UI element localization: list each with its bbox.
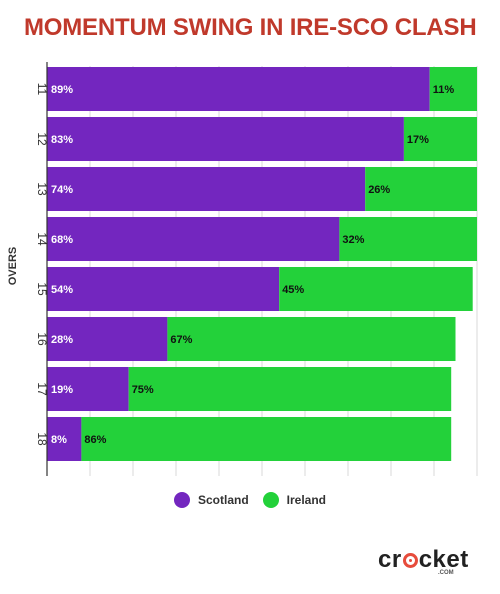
legend-label-ireland: Ireland — [286, 493, 327, 507]
logo-wordmark: cr cket — [378, 546, 469, 573]
bar-scotland-12 — [47, 117, 404, 161]
data-label-scotland-11: 89% — [51, 84, 73, 96]
data-label-ireland-12: 17% — [407, 134, 429, 146]
y-tick-label-12: 12 — [35, 132, 49, 146]
legend-swatch-ireland — [262, 492, 279, 508]
cricket-com-logo: cr cket .COM — [378, 548, 478, 584]
bar-ireland-14 — [339, 217, 477, 261]
data-label-ireland-13: 26% — [368, 184, 390, 196]
data-label-scotland-12: 83% — [51, 134, 73, 146]
data-label-ireland-16: 67% — [170, 334, 192, 346]
y-tick-label-11: 11 — [35, 83, 49, 96]
logo-suffix: .COM — [438, 570, 454, 576]
y-tick-label-15: 15 — [35, 282, 49, 296]
legend-item-scotland: Scotland — [173, 492, 249, 508]
chart-title: MOMENTUM SWING IN IRE-SCO CLASH — [24, 14, 477, 41]
data-label-ireland-14: 32% — [342, 234, 364, 246]
data-label-scotland-14: 68% — [51, 234, 73, 246]
y-tick-label-16: 16 — [35, 332, 49, 346]
data-label-ireland-17: 75% — [132, 384, 154, 396]
y-tick-label-18: 18 — [35, 432, 49, 446]
bar-ireland-16 — [167, 317, 456, 361]
data-label-scotland-16: 28% — [51, 334, 73, 346]
bar-scotland-18 — [47, 417, 82, 461]
legend-item-ireland: Ireland — [262, 492, 327, 508]
y-tick-label-13: 13 — [35, 182, 49, 196]
y-tick-label-14: 14 — [35, 232, 49, 246]
bar-scotland-17 — [47, 367, 129, 411]
y-tick-label-17: 17 — [35, 382, 49, 396]
data-label-scotland-18: 8% — [51, 434, 67, 446]
bar-ireland-12 — [403, 117, 477, 161]
bar-scotland-16 — [47, 317, 168, 361]
bar-ireland-15 — [279, 267, 473, 311]
legend-label-scotland: Scotland — [197, 493, 249, 507]
y-axis-title: OVERS — [7, 247, 19, 286]
bar-ireland-18 — [81, 417, 452, 461]
data-label-ireland-11: 11% — [433, 84, 455, 96]
bar-ireland-11 — [429, 67, 477, 111]
cricket-ball-icon — [402, 553, 418, 568]
bar-scotland-14 — [47, 217, 340, 261]
bar-scotland-11 — [47, 67, 430, 111]
data-label-scotland-17: 19% — [51, 384, 73, 396]
data-label-scotland-15: 54% — [51, 284, 73, 296]
legend: Scotland Ireland — [0, 492, 500, 508]
bar-scotland-13 — [47, 167, 366, 211]
bar-ireland-17 — [128, 367, 452, 411]
data-label-ireland-18: 86% — [84, 434, 106, 446]
bar-scotland-15 — [47, 267, 280, 311]
legend-swatch-scotland — [173, 492, 190, 508]
bar-ireland-13 — [365, 167, 477, 211]
data-label-ireland-15: 45% — [282, 284, 304, 296]
data-label-scotland-13: 74% — [51, 184, 73, 196]
